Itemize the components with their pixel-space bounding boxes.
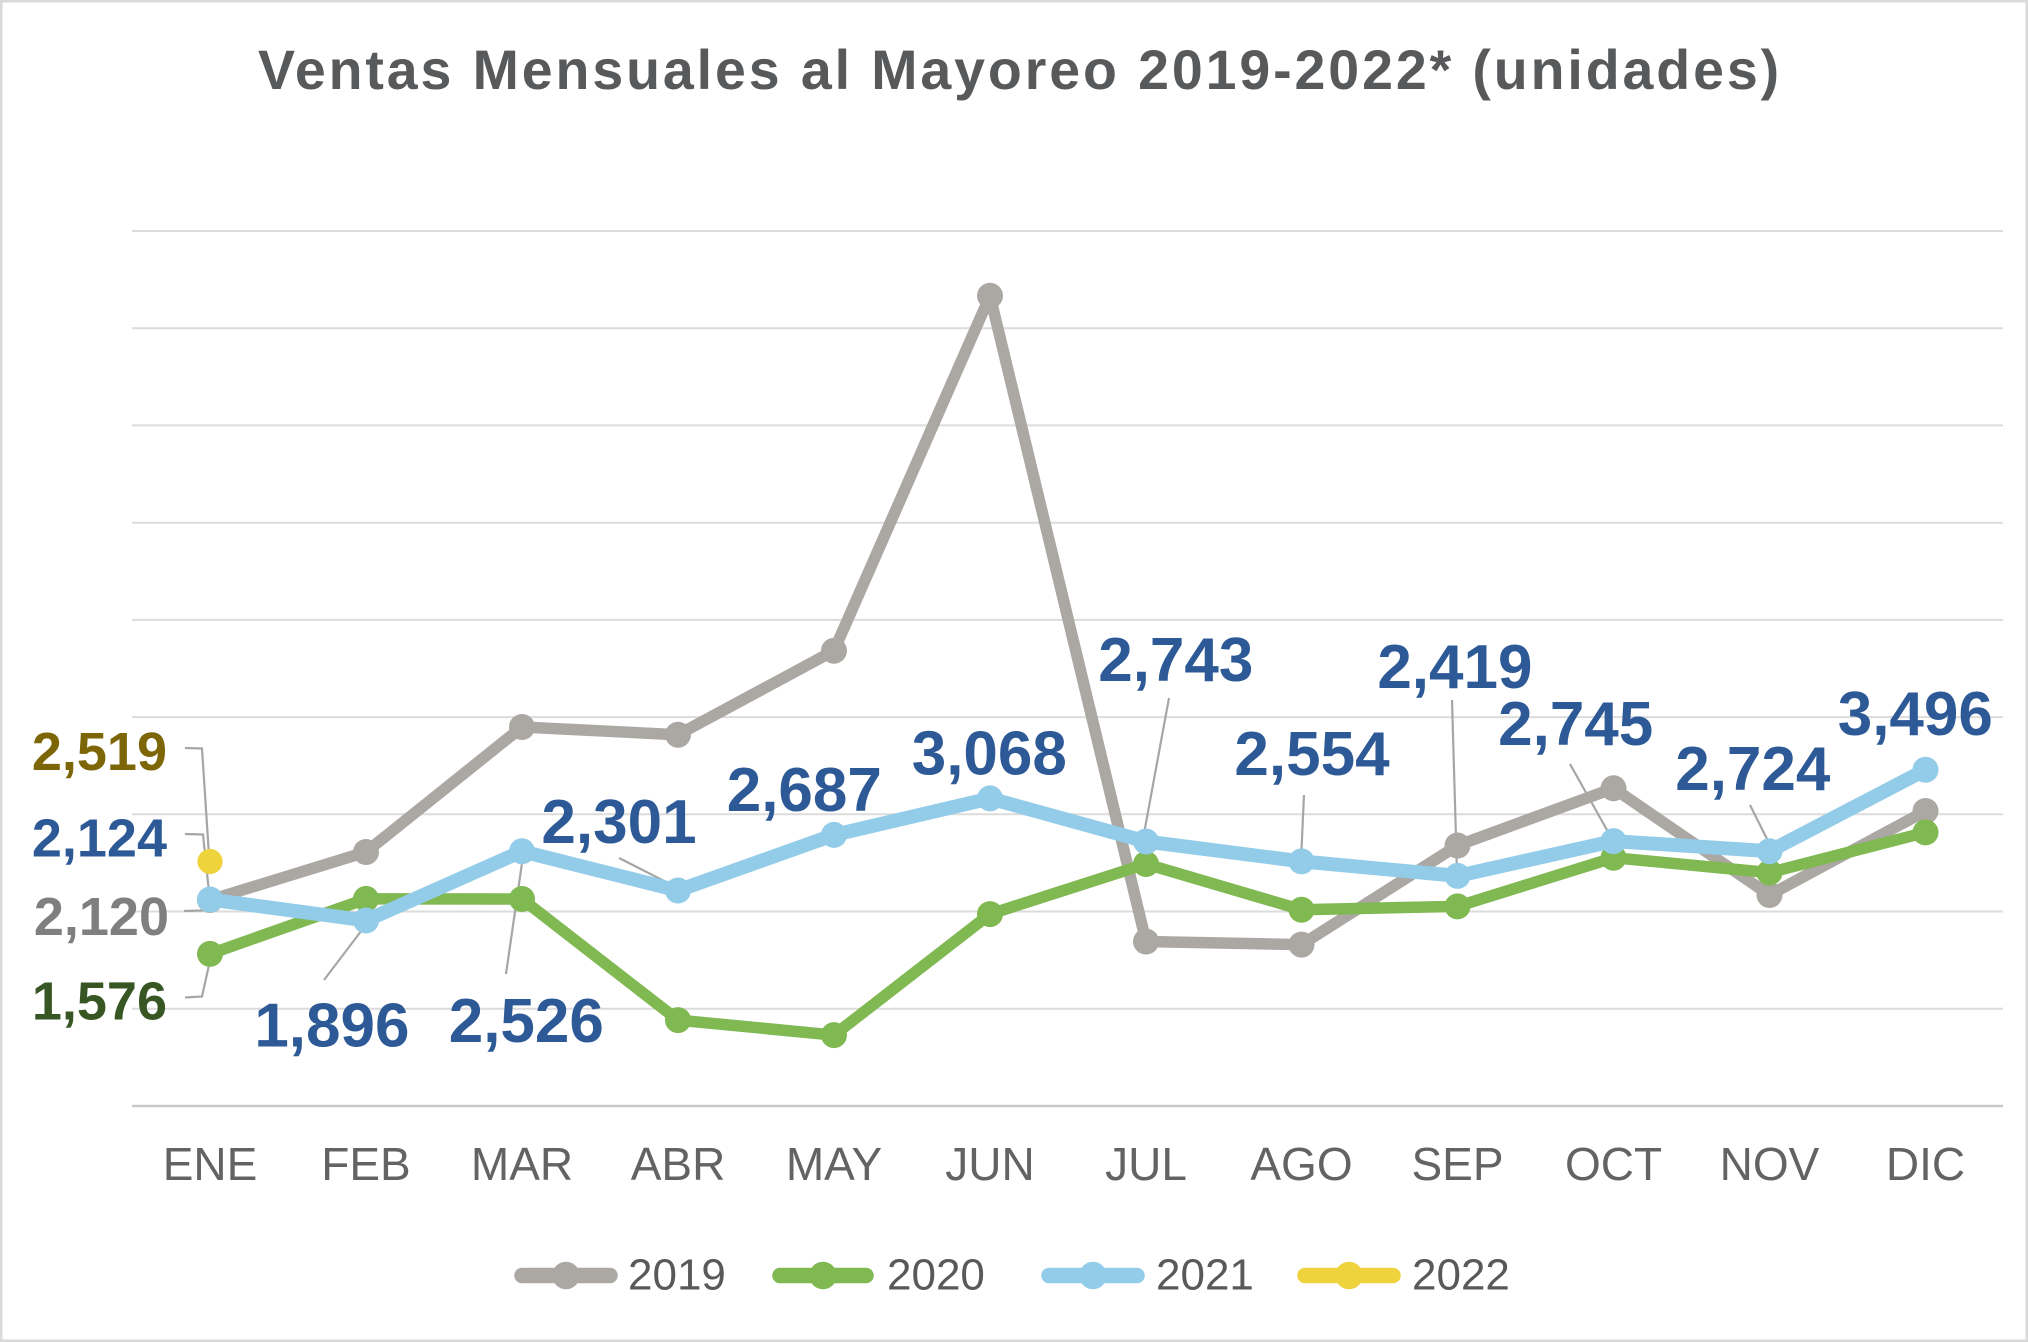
- svg-text:AGO: AGO: [1250, 1138, 1352, 1190]
- svg-text:3,496: 3,496: [1838, 680, 1993, 749]
- svg-text:2,526: 2,526: [449, 987, 604, 1056]
- svg-text:MAY: MAY: [786, 1138, 882, 1190]
- svg-text:2,743: 2,743: [1098, 626, 1253, 695]
- svg-text:NOV: NOV: [1720, 1138, 1820, 1190]
- svg-text:OCT: OCT: [1565, 1138, 1662, 1190]
- svg-text:2,419: 2,419: [1377, 633, 1532, 702]
- svg-text:2022: 2022: [1412, 1251, 1510, 1300]
- svg-text:2,554: 2,554: [1234, 720, 1390, 789]
- svg-text:1,896: 1,896: [254, 992, 409, 1061]
- svg-text:MAR: MAR: [471, 1138, 573, 1190]
- svg-text:DIC: DIC: [1886, 1138, 1965, 1190]
- svg-text:1,576: 1,576: [32, 972, 167, 1032]
- svg-text:2,519: 2,519: [32, 722, 167, 782]
- svg-text:JUL: JUL: [1105, 1138, 1187, 1190]
- svg-text:ENE: ENE: [163, 1138, 258, 1190]
- svg-text:Ventas Mensuales al Mayoreo 20: Ventas Mensuales al Mayoreo 2019-2022* (…: [258, 39, 1782, 101]
- svg-text:2,124: 2,124: [32, 809, 167, 869]
- svg-text:2021: 2021: [1156, 1251, 1254, 1300]
- svg-text:2,301: 2,301: [541, 788, 696, 857]
- svg-text:3,068: 3,068: [912, 720, 1067, 789]
- svg-text:SEP: SEP: [1411, 1138, 1503, 1190]
- svg-text:FEB: FEB: [321, 1138, 410, 1190]
- svg-text:JUN: JUN: [945, 1138, 1034, 1190]
- svg-text:2020: 2020: [887, 1251, 985, 1300]
- svg-text:2,745: 2,745: [1498, 690, 1653, 759]
- svg-text:ABR: ABR: [631, 1138, 726, 1190]
- svg-text:2,687: 2,687: [727, 756, 882, 825]
- svg-text:2,724: 2,724: [1675, 735, 1831, 804]
- svg-text:2019: 2019: [628, 1251, 726, 1300]
- svg-text:2,120: 2,120: [34, 887, 169, 947]
